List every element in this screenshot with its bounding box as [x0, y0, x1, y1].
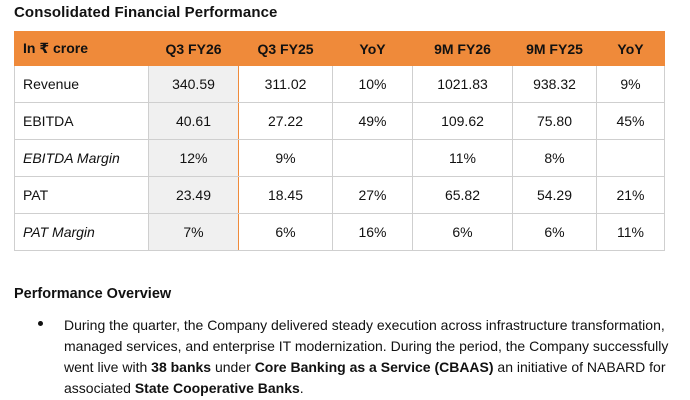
table-cell: 27% [332, 176, 413, 214]
table-cell: 18.45 [238, 176, 333, 214]
table-cell: 340.59 [148, 65, 239, 103]
table-cell: 8% [512, 139, 597, 177]
text-segment: . [299, 380, 304, 396]
bold-banks-count: 38 banks [151, 359, 212, 375]
row-label: PAT [14, 176, 149, 214]
table-cell: 49% [332, 102, 413, 140]
table-cell: 938.32 [512, 65, 597, 103]
bold-cbaas: Core Banking as a Service (CBAAS) [254, 359, 494, 375]
table-row: EBITDA Margin 12% 9% 11% 8% [14, 139, 665, 177]
header-q3-fy25: Q3 FY25 [238, 31, 333, 66]
header-yoy-q: YoY [332, 31, 413, 66]
row-label: Revenue [14, 65, 149, 103]
header-q3-fy26: Q3 FY26 [148, 31, 239, 66]
table-cell: 1021.83 [412, 65, 513, 103]
table-row: Revenue 340.59 311.02 10% 1021.83 938.32 9% [14, 65, 665, 103]
table-cell: 7% [148, 213, 239, 251]
section-title: Consolidated Financial Performance [14, 4, 278, 21]
table-cell [596, 139, 665, 177]
table-cell: 45% [596, 102, 665, 140]
table-cell: 75.80 [512, 102, 597, 140]
table-cell: 16% [332, 213, 413, 251]
table-cell: 6% [412, 213, 513, 251]
table-cell: 21% [596, 176, 665, 214]
header-yoy-9m: YoY [596, 31, 665, 66]
table-cell [332, 139, 413, 177]
table-cell: 11% [596, 213, 665, 251]
text-segment: under [211, 359, 255, 375]
table-cell: 11% [412, 139, 513, 177]
table-header-row: In ₹ crore Q3 FY26 Q3 FY25 YoY 9M FY26 9… [14, 31, 665, 66]
row-label: EBITDA [14, 102, 149, 140]
header-9m-fy26: 9M FY26 [412, 31, 513, 66]
table-cell: 12% [148, 139, 239, 177]
table-cell: 9% [238, 139, 333, 177]
table-cell: 10% [332, 65, 413, 103]
row-label: PAT Margin [14, 213, 149, 251]
table-row: PAT Margin 7% 6% 16% 6% 6% 11% [14, 213, 665, 251]
table-cell: 23.49 [148, 176, 239, 214]
table-row: PAT 23.49 18.45 27% 65.82 54.29 21% [14, 176, 665, 214]
table-cell: 109.62 [412, 102, 513, 140]
text-segment: an initiative of NABARD for associated [64, 359, 666, 396]
table-cell: 27.22 [238, 102, 333, 140]
table-cell: 9% [596, 65, 665, 103]
table-cell: 6% [512, 213, 597, 251]
table-cell: 54.29 [512, 176, 597, 214]
table-cell: 40.61 [148, 102, 239, 140]
table-row: EBITDA 40.61 27.22 49% 109.62 75.80 45% [14, 102, 665, 140]
bullet-icon [38, 321, 43, 326]
bold-state-banks: State Cooperative Banks [134, 380, 300, 396]
text-segment: During the quarter, the Company delivere… [64, 317, 669, 375]
overview-heading: Performance Overview [14, 286, 172, 302]
header-unit: In ₹ crore [14, 31, 149, 66]
table-cell: 6% [238, 213, 333, 251]
header-9m-fy25: 9M FY25 [512, 31, 597, 66]
table-cell: 311.02 [238, 65, 333, 103]
financial-table: In ₹ crore Q3 FY26 Q3 FY25 YoY 9M FY26 9… [14, 31, 665, 251]
table-cell: 65.82 [412, 176, 513, 214]
row-label: EBITDA Margin [14, 139, 149, 177]
overview-text: During the quarter, the Company delivere… [64, 315, 690, 399]
